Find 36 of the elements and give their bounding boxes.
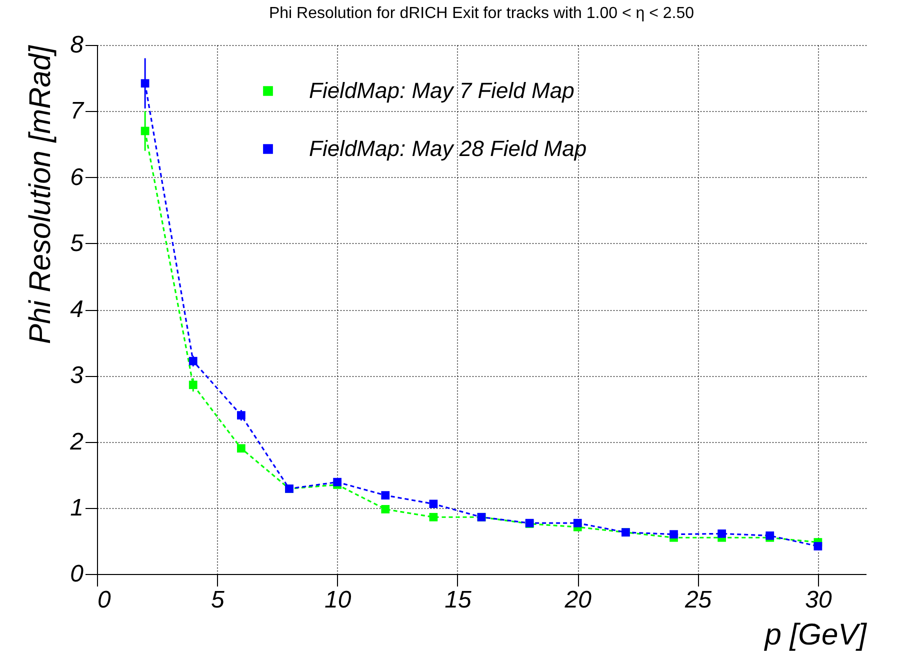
x-tick-label: 10	[324, 586, 352, 614]
chart-title: Phi Resolution for dRICH Exit for tracks with 1.00 < η < 2.50	[268, 5, 694, 22]
y-tick-label: 0	[70, 560, 84, 588]
point	[188, 380, 198, 390]
point	[573, 518, 582, 528]
x-tick-label: 5	[210, 586, 225, 614]
y-tick-label: 2	[69, 428, 84, 456]
point	[140, 126, 150, 136]
point	[718, 529, 726, 538]
y-axis-title: Phi Resolution [mRad]	[24, 44, 58, 344]
point	[188, 356, 198, 366]
y-tick-label: 7	[70, 98, 86, 125]
y-tick-label: 1	[70, 494, 84, 522]
y-tick-label: 4	[70, 296, 84, 323]
point	[381, 491, 390, 500]
legend-label: FieldMap: May 28 Field Map	[309, 136, 587, 161]
x-tick-label: 25	[684, 586, 712, 614]
legend-label: FieldMap: May 7 Field Map	[309, 78, 574, 103]
x-axis-title: p [GeV]	[764, 618, 868, 651]
point	[381, 505, 390, 514]
y-tick-label: 5	[70, 230, 84, 257]
y-tick-label: 6	[70, 164, 84, 191]
x-tick-label: 0	[98, 586, 112, 614]
point	[333, 478, 342, 486]
y-tick-label: 3	[70, 362, 84, 390]
x-tick-label: 15	[444, 586, 472, 614]
y-tick-label: 8	[70, 32, 84, 58]
point	[237, 411, 246, 420]
x-tick-label: 20	[564, 586, 592, 614]
point	[429, 512, 438, 522]
point	[429, 500, 438, 508]
point	[814, 542, 822, 550]
point	[237, 444, 246, 453]
x-tick-label: 30	[805, 586, 832, 614]
point	[140, 79, 150, 88]
point	[670, 530, 678, 539]
